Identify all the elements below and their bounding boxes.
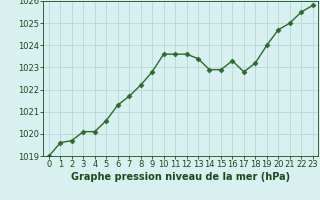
X-axis label: Graphe pression niveau de la mer (hPa): Graphe pression niveau de la mer (hPa) bbox=[71, 172, 290, 182]
